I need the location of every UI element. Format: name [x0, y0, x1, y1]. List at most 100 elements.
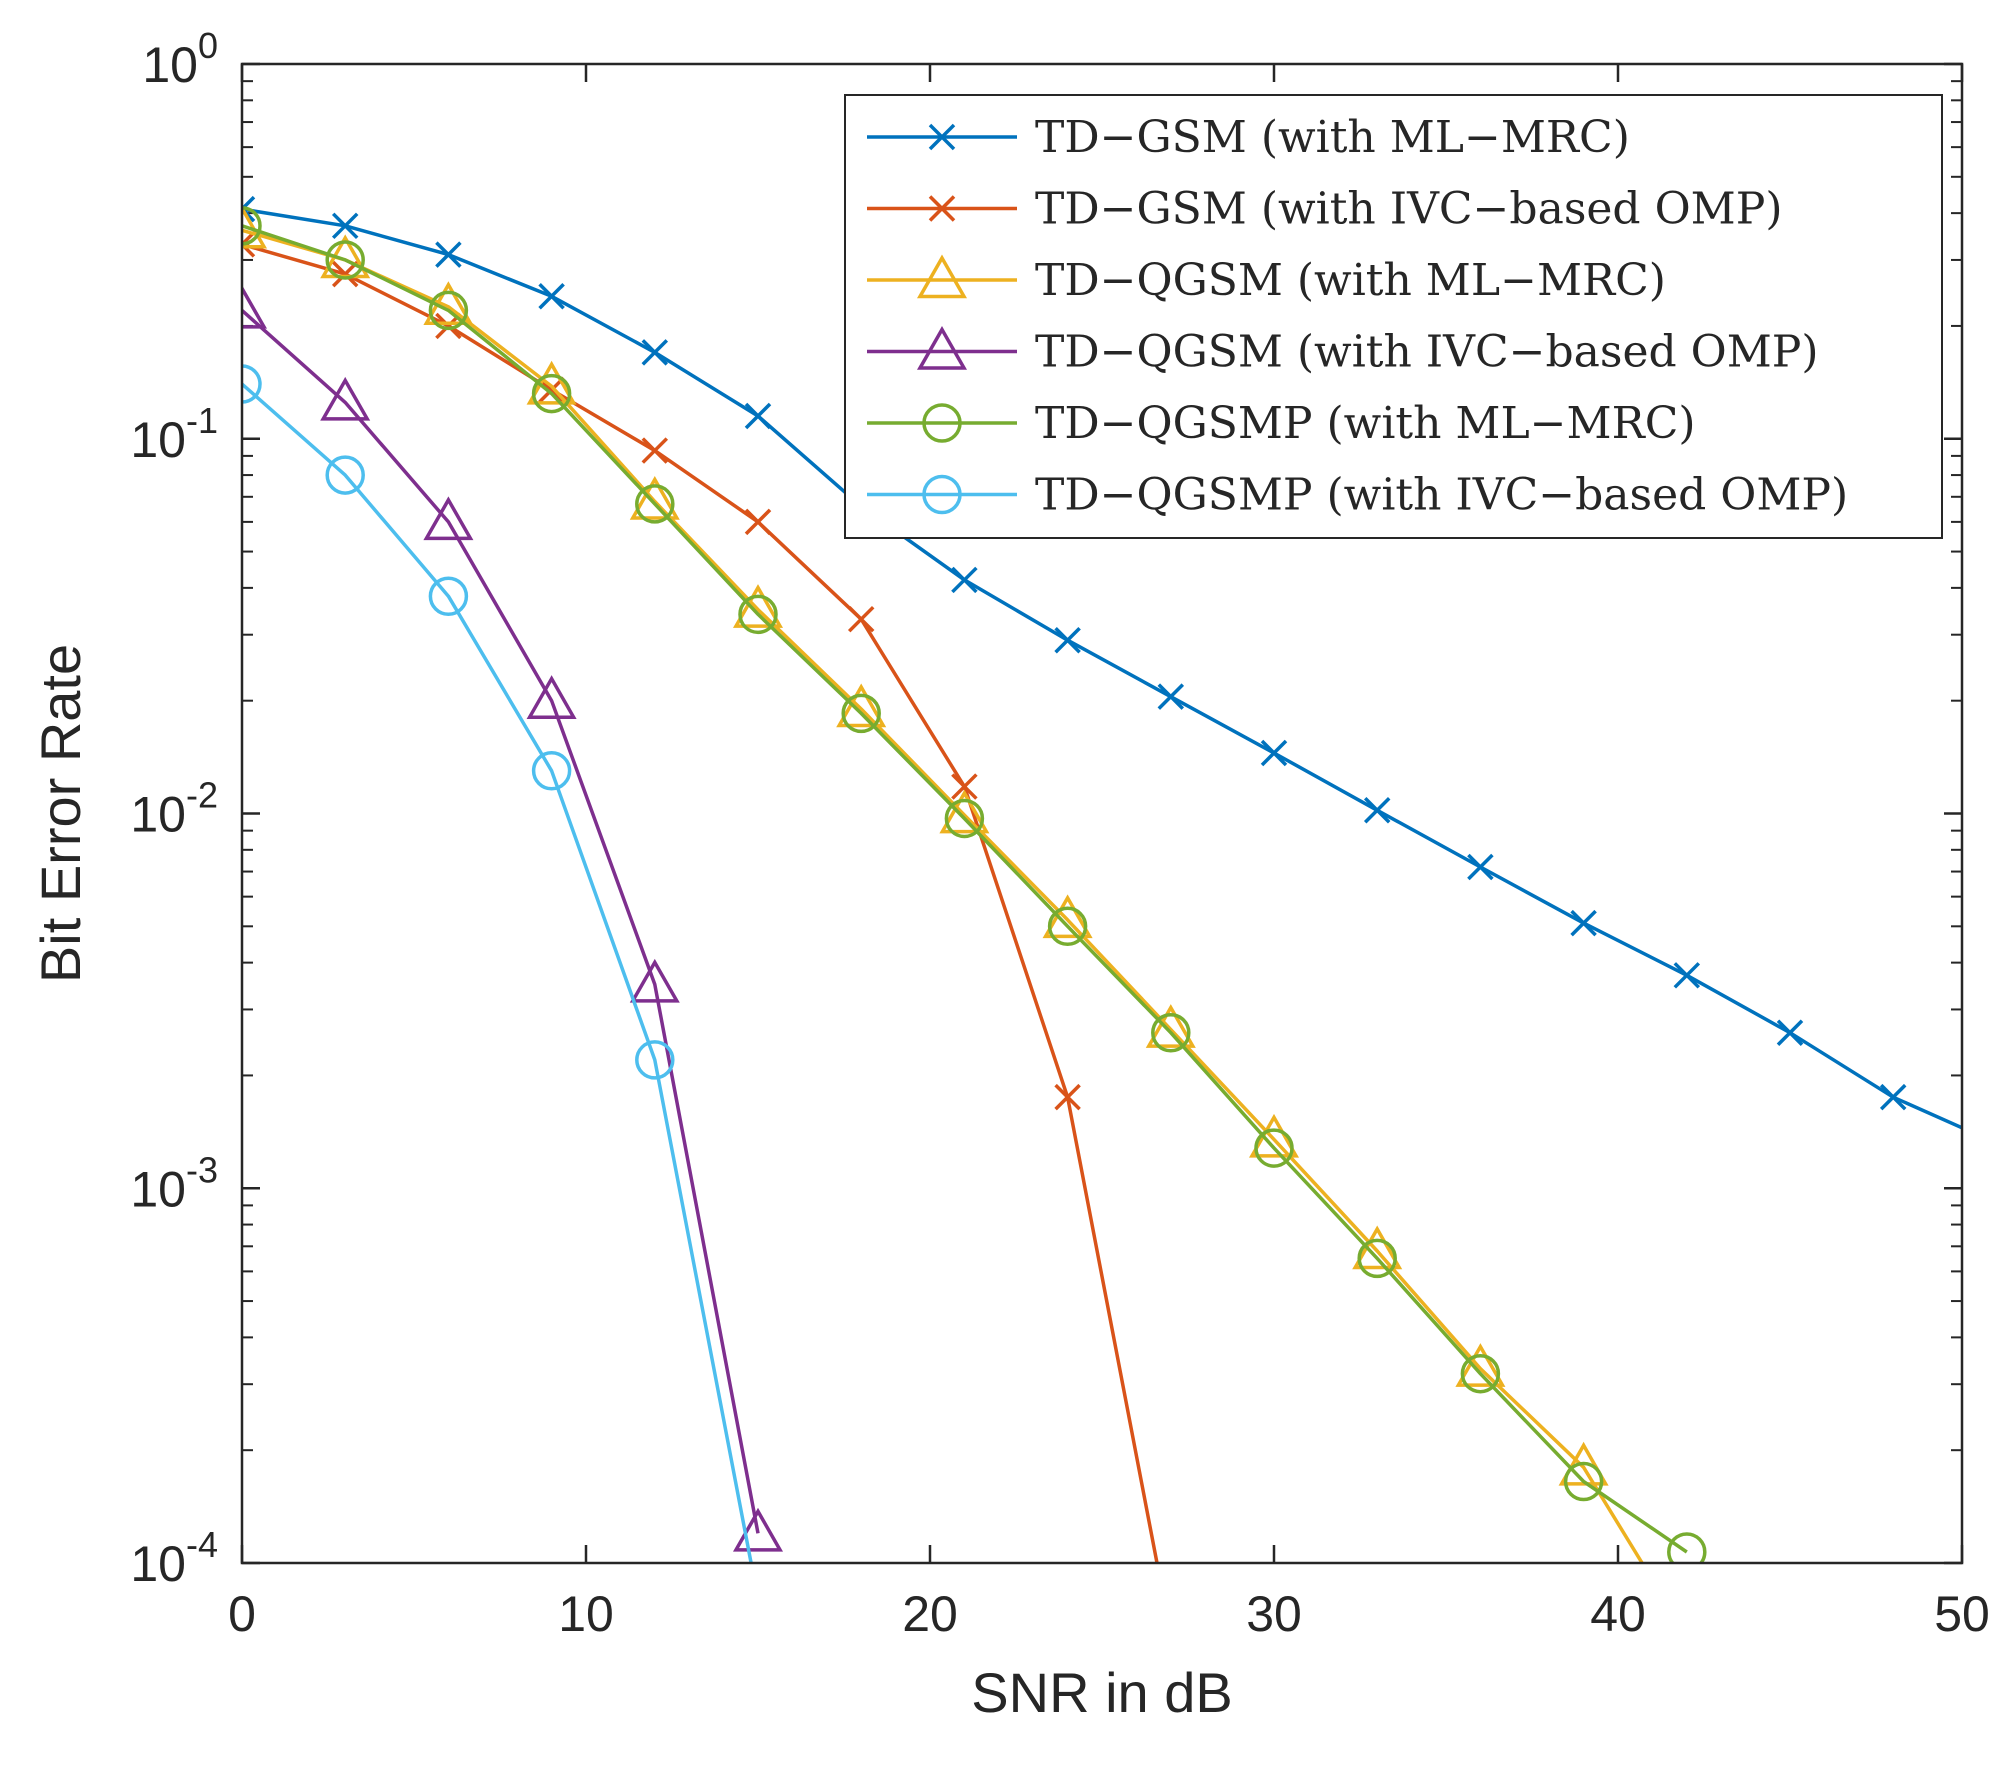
data-point-marker	[641, 437, 669, 464]
legend-marker	[916, 254, 968, 299]
x-tick-label: 30	[1246, 1586, 1302, 1642]
data-point-marker	[242, 284, 268, 329]
data-point-marker	[242, 364, 262, 404]
y-tick-label: 10-4	[130, 1524, 218, 1592]
data-point-marker	[1145, 1004, 1196, 1048]
data-point-marker	[1151, 1012, 1191, 1053]
data-point-marker	[1563, 1461, 1604, 1502]
data-point-marker	[1673, 962, 1701, 989]
legend-label: TD−QGSMP (with ML−MRC)	[1035, 398, 1696, 449]
minor-ticks	[242, 80, 1962, 1452]
data-point-marker	[531, 373, 572, 414]
data-point-marker	[428, 576, 469, 616]
data-point-marker	[732, 584, 784, 628]
series-line	[242, 382, 753, 1563]
data-point-marker	[944, 798, 985, 839]
legend-item: TD−GSM (with IVC−based OMP)	[867, 184, 1782, 235]
data-point-marker	[531, 751, 572, 791]
data-point-marker	[242, 231, 256, 258]
y-tick-label: 10-1	[130, 400, 218, 468]
data-point-marker	[841, 693, 881, 734]
legend-item: TD−QGSM (with ML−MRC)	[867, 254, 1666, 306]
data-point-marker	[1879, 1083, 1907, 1111]
legend-marker	[916, 325, 968, 370]
y-tick-label: 10-3	[130, 1149, 218, 1217]
y-tick-label: 10-2	[130, 775, 218, 843]
series-line	[242, 309, 760, 1534]
series-line	[242, 242, 1159, 1563]
data-point-marker	[320, 376, 371, 421]
data-point-marker	[1254, 1128, 1294, 1168]
data-point-marker	[744, 508, 772, 536]
x-axis: 0 10 20 30 40 50	[228, 64, 1990, 1642]
legend: TD−GSM (with ML−MRC) TD−GSM (with IVC−bas…	[844, 94, 1943, 539]
y-tick-label: 100	[142, 25, 218, 93]
data-point-marker	[435, 241, 462, 268]
y-axis-label: Bit Error Rate	[29, 644, 92, 983]
data-point-marker	[1054, 1083, 1081, 1111]
data-point-marker	[732, 1507, 784, 1552]
legend-marker	[928, 195, 956, 222]
legend-item: TD−QGSM (with IVC−based OMP)	[867, 325, 1819, 378]
data-point-marker	[242, 206, 262, 246]
data-point-marker	[629, 958, 680, 1003]
series-layer	[242, 195, 1962, 1563]
data-point-marker	[1570, 909, 1597, 937]
data-point-marker	[847, 605, 875, 633]
data-point-marker	[1455, 1343, 1506, 1387]
series-line	[242, 228, 1644, 1563]
data-point-marker	[242, 204, 268, 249]
legend-item: TD−QGSMP (with IVC−based OMP)	[867, 470, 1848, 521]
data-point-marker	[242, 195, 256, 223]
data-point-marker	[331, 260, 359, 288]
data-point-marker	[538, 283, 565, 310]
data-point-marker	[641, 339, 669, 366]
data-point-marker	[836, 683, 887, 728]
data-point-marker	[951, 773, 978, 800]
legend-box	[844, 94, 1943, 539]
legend-label: TD−QGSM (with IVC−based OMP)	[1035, 327, 1819, 378]
legend-label: TD−QGSMP (with IVC−based OMP)	[1035, 470, 1848, 521]
legend-label: TD−QGSM (with ML−MRC)	[1035, 255, 1666, 306]
legend-label: TD−GSM (with ML−MRC)	[1035, 112, 1630, 163]
series-line	[242, 224, 1688, 1554]
x-tick-label: 40	[1590, 1586, 1646, 1642]
data-point-marker	[1776, 1019, 1804, 1046]
series-line	[242, 207, 1962, 1130]
data-point-marker	[325, 240, 365, 280]
data-point-marker	[1667, 1532, 1707, 1563]
series-5	[242, 206, 1707, 1563]
legend-label: TD−GSM (with IVC−based OMP)	[1035, 184, 1782, 235]
data-point-marker	[1363, 797, 1391, 824]
legend-marker	[928, 123, 956, 151]
y-axis: 100 10-1 10-2 10-3 10-4	[130, 25, 1962, 1592]
data-point-marker	[1467, 853, 1494, 881]
legend-item: TD−QGSMP (with ML−MRC)	[867, 398, 1696, 449]
x-tick-label: 0	[228, 1586, 256, 1642]
data-point-marker	[1558, 1441, 1609, 1486]
data-point-marker	[526, 675, 577, 719]
data-point-marker	[1357, 1238, 1397, 1279]
data-point-marker	[744, 402, 772, 430]
legend-marker	[922, 403, 962, 443]
data-point-marker	[1054, 626, 1081, 654]
data-point-marker	[1260, 739, 1288, 767]
data-point-marker	[1047, 906, 1088, 947]
data-point-marker	[635, 1040, 675, 1080]
data-point-marker	[1157, 683, 1185, 710]
data-point-marker	[325, 455, 365, 495]
data-point-marker	[423, 496, 474, 541]
data-point-marker	[951, 566, 978, 594]
x-axis-label: SNR in dB	[971, 1661, 1232, 1724]
series-6	[242, 364, 753, 1563]
data-point-marker	[1460, 1353, 1501, 1394]
data-point-marker	[738, 594, 778, 635]
data-point-marker	[331, 212, 359, 240]
legend-marker	[922, 474, 962, 515]
data-point-marker	[629, 475, 680, 520]
x-tick-label: 20	[902, 1586, 958, 1642]
x-tick-label: 50	[1934, 1586, 1990, 1642]
legend-item: TD−GSM (with ML−MRC)	[867, 112, 1630, 163]
series-4	[242, 284, 784, 1552]
